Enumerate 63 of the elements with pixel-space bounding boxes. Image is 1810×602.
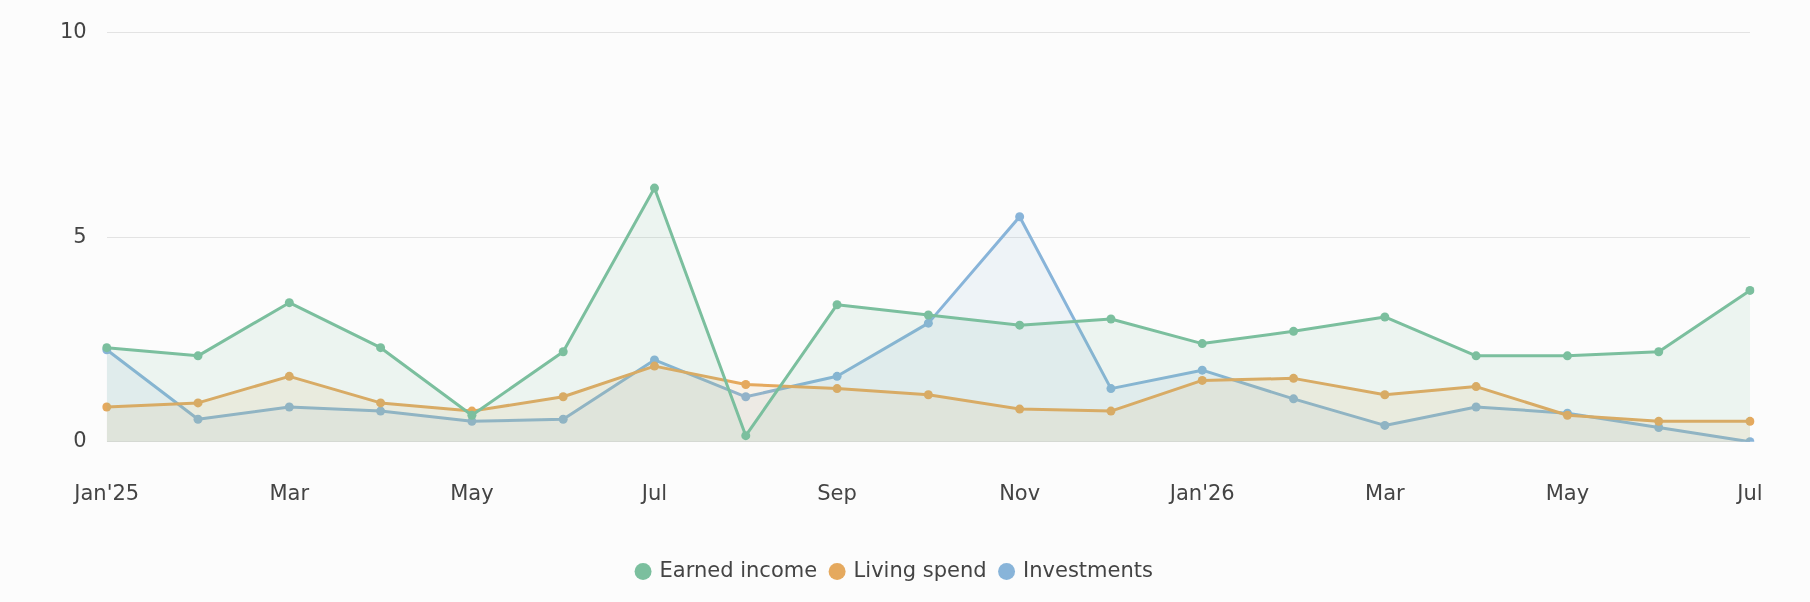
point bbox=[1654, 416, 1664, 426]
point bbox=[1289, 326, 1299, 336]
point bbox=[741, 380, 751, 390]
point bbox=[376, 406, 386, 416]
legend-label: Investments bbox=[1023, 557, 1153, 582]
y-tick-label: 10 bbox=[59, 19, 87, 44]
point bbox=[1380, 390, 1390, 400]
point bbox=[923, 390, 933, 400]
point bbox=[558, 392, 568, 402]
point bbox=[832, 384, 842, 394]
point bbox=[1015, 212, 1025, 222]
point bbox=[1745, 285, 1755, 295]
point bbox=[284, 298, 294, 308]
point bbox=[467, 410, 477, 420]
x-tick-label: Jul bbox=[1735, 480, 1763, 505]
y-tick-label: 5 bbox=[73, 223, 87, 248]
point bbox=[1289, 373, 1299, 383]
point bbox=[923, 310, 933, 320]
x-tick-label: Nov bbox=[999, 480, 1041, 505]
point bbox=[376, 343, 386, 353]
point bbox=[649, 183, 659, 193]
x-tick-label: Mar bbox=[269, 480, 310, 505]
point bbox=[1654, 347, 1664, 357]
point bbox=[923, 318, 933, 328]
point bbox=[376, 398, 386, 408]
point bbox=[1197, 375, 1207, 385]
x-tick-label: Mar bbox=[1365, 480, 1405, 505]
legend-label: Living spend bbox=[853, 557, 987, 582]
x-tick-label: Jul bbox=[639, 480, 668, 505]
point bbox=[1380, 420, 1390, 430]
point bbox=[558, 347, 568, 357]
x-tick-label: May bbox=[450, 480, 494, 505]
point bbox=[1562, 351, 1572, 361]
x-tick-label: May bbox=[1545, 480, 1590, 505]
y-tick-label: 0 bbox=[73, 428, 87, 453]
point bbox=[649, 361, 659, 371]
point bbox=[1380, 312, 1390, 322]
point bbox=[1471, 382, 1481, 392]
point bbox=[832, 371, 842, 381]
point bbox=[284, 402, 294, 412]
point bbox=[1106, 406, 1116, 416]
point bbox=[741, 431, 751, 441]
x-tick-label: Jan'25 bbox=[72, 480, 140, 505]
point bbox=[1471, 351, 1481, 361]
point bbox=[1106, 384, 1116, 394]
point bbox=[284, 371, 294, 381]
point bbox=[1197, 339, 1207, 349]
point bbox=[193, 398, 203, 408]
point bbox=[1471, 402, 1481, 412]
x-tick-label: Sep bbox=[817, 480, 857, 505]
point bbox=[1106, 314, 1116, 324]
point bbox=[741, 392, 751, 402]
point bbox=[193, 414, 203, 424]
point bbox=[193, 351, 203, 361]
point bbox=[1015, 404, 1025, 414]
legend-label: Earned income bbox=[659, 557, 818, 582]
x-tick-label: Jan'26 bbox=[1167, 480, 1235, 505]
point bbox=[1015, 320, 1025, 330]
point bbox=[1289, 394, 1299, 404]
point bbox=[1197, 365, 1207, 375]
point bbox=[1745, 416, 1755, 426]
point bbox=[832, 300, 842, 310]
point bbox=[558, 414, 568, 424]
